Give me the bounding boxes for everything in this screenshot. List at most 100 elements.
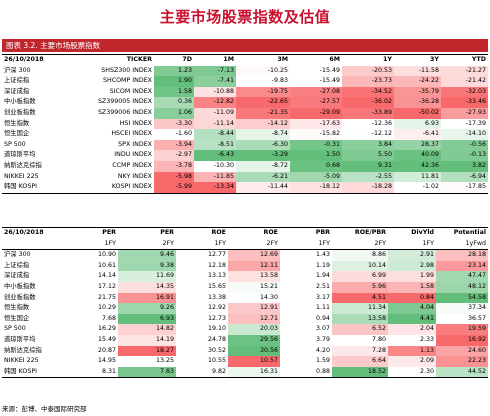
index-name: 纳斯达克综指: [4, 346, 42, 354]
index-name: 恒生指数: [4, 304, 30, 312]
return-cell: -15.49: [290, 76, 342, 87]
index-name: 深证成指: [4, 87, 30, 95]
valuation-cell: 2.04: [388, 324, 436, 335]
return-cell: -20.53: [342, 65, 394, 77]
index-name: 沪深 300: [4, 66, 31, 74]
valuation-cell: 4.20: [315, 346, 330, 354]
valuation-cell: 16.91: [118, 292, 176, 304]
valuation-cell: 14.30: [228, 292, 280, 304]
index-name: 创业板指数: [4, 108, 36, 116]
valuation-cell: 6.99: [332, 271, 388, 282]
valuation-cell: 48.12: [436, 281, 488, 293]
index-name: 道琼斯平均: [4, 151, 36, 159]
valuation-subcol-3: 2FY: [228, 238, 280, 251]
col-header-5: 3Y: [394, 53, 441, 66]
valuation-cell: 6.52: [332, 324, 388, 335]
figure-caption: 图表 3.2. 主要市场股票指数: [2, 39, 488, 52]
valuation-cell: 3.07: [315, 325, 330, 333]
return-cell: -0.13: [441, 150, 488, 161]
valuation-cell: 21.75: [97, 293, 116, 301]
index-name: 中小板指数: [4, 282, 36, 290]
index-ticker: SHSZ300 INDEX: [101, 66, 152, 74]
valuation-cell: 8.86: [332, 249, 388, 261]
valuation-cell: 7.28: [332, 345, 388, 357]
valuation-cell: 16.92: [436, 334, 488, 346]
valuation-cell: 15.49: [97, 335, 116, 343]
valuation-cell: 13.25: [118, 356, 176, 367]
return-cell: 6.93: [394, 118, 441, 130]
index-name: 恒生国企: [4, 130, 30, 138]
returns-row: 纳斯达克综指 CCMP INDEX -3.78 -10.30 -8.72 0.68 9.31…: [2, 160, 488, 172]
valuation-cell: 12.11: [228, 260, 280, 272]
return-cell: -10.88: [194, 86, 236, 98]
valuation-cell: 12.71: [228, 313, 280, 325]
valuation-cell: 22.23: [436, 356, 488, 367]
valuation-table-header: 26/10/2018 PER PER ROE ROE PBR ROE/PBR DivYld P…: [2, 226, 488, 239]
valuation-cell: 2.91: [388, 249, 436, 261]
valuation-cell: 14.19: [118, 334, 176, 346]
return-cell: -21.35: [236, 107, 290, 119]
returns-row: 韩国 KOSPI KOSPI INDEX -5.99 -13.34 -11.44 -18.…: [2, 182, 488, 194]
index-name: 韩国 KOSPI: [2, 366, 72, 379]
valuation-cell: 12.91: [228, 303, 280, 314]
valuation-cell: 1.11: [315, 304, 330, 312]
valuation-cell: 1.99: [388, 271, 436, 282]
return-cell: -6.41: [394, 129, 441, 140]
valuation-cell: 1.43: [315, 251, 330, 259]
index-name: NIKKEI 225: [4, 172, 39, 180]
valuation-cell: 23.14: [436, 260, 488, 272]
valuation-cell: 28.18: [436, 249, 488, 261]
valuation-cell: 4.41: [388, 313, 436, 325]
valuation-cell: 0.84: [388, 292, 436, 304]
valuation-cell: 1.59: [315, 357, 330, 365]
return-cell: -5.09: [290, 171, 342, 183]
return-cell: -17.39: [441, 118, 488, 130]
valuation-cell: 11.34: [332, 303, 388, 314]
valuation-cell: 12.69: [228, 249, 280, 261]
return-cell: 1.90: [154, 76, 194, 87]
valuation-col-header-4: PBR: [280, 226, 332, 239]
index-name: 韩国 KOSPI: [2, 182, 72, 194]
valuation-cell: 13.58: [332, 313, 388, 325]
return-cell: -27.08: [290, 86, 342, 98]
page-title: 主要市场股票指数及估值: [159, 8, 331, 26]
valuation-cell: 12.73: [207, 314, 226, 322]
valuation-subcol-1: 2FY: [118, 238, 176, 251]
valuation-row: 创业板指数 21.75 16.91 13.38 14.30 3.17 4.51 0.84 54.…: [2, 292, 488, 304]
return-cell: -17.63: [290, 118, 342, 130]
source-note: 来源：彭博、中泰国际研究部: [2, 405, 87, 413]
return-cell: 9.31: [342, 160, 394, 172]
return-cell: -23.73: [342, 76, 394, 87]
valuation-cell: 10.29: [97, 304, 116, 312]
valuation-cell: 12.77: [207, 251, 226, 259]
index-name: 上证综指: [4, 261, 30, 269]
valuation-cell: 1.58: [388, 281, 436, 293]
valuation-cell: 30.52: [207, 346, 226, 354]
valuation-subcol-6: 1FY: [388, 238, 436, 251]
valuation-cell: 13.58: [228, 271, 280, 282]
return-cell: -11.14: [194, 118, 236, 130]
index-ticker: SICOM INDEX: [109, 87, 152, 95]
returns-date: 26/10/2018: [2, 53, 72, 66]
valuation-cell: 15.65: [207, 282, 226, 290]
return-cell: -21.27: [441, 65, 488, 77]
return-cell: -9.83: [236, 76, 290, 87]
returns-row: 恒生指数 HSI INDEX -3.30 -11.14 -14.12 -17.63 -12.…: [2, 118, 488, 130]
return-cell: -3.29: [236, 150, 290, 161]
valuation-cell: 29.56: [228, 334, 280, 346]
return-cell: -36.28: [394, 97, 441, 108]
return-cell: -6.43: [194, 150, 236, 161]
index-name: 恒生国企: [4, 314, 30, 322]
valuation-cell: 0.88: [280, 366, 332, 379]
return-cell: 1.06: [154, 107, 194, 119]
index-ticker: SPX INDEX: [118, 140, 152, 148]
return-cell: -3.78: [154, 160, 194, 172]
valuation-cell: 17.12: [97, 282, 116, 290]
valuation-cell: 5.96: [332, 281, 388, 293]
return-cell: 1.23: [154, 65, 194, 77]
valuation-cell: 4.51: [332, 292, 388, 304]
valuation-cell: 1.19: [315, 261, 330, 269]
valuation-cell: 8.31: [72, 366, 118, 379]
return-cell: -24.22: [394, 76, 441, 87]
index-name: 道琼斯平均: [4, 335, 36, 343]
